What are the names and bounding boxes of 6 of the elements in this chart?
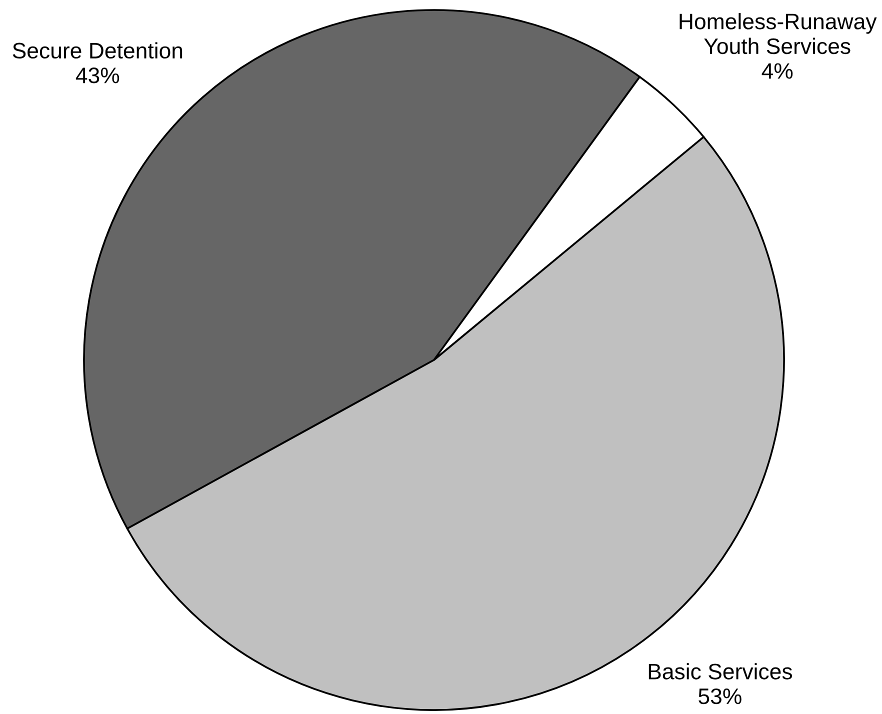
data-label: 53%	[698, 688, 742, 704]
data-label: 4%	[762, 63, 793, 79]
slice-label: Basic Services	[648, 663, 792, 680]
data-label: 43%	[76, 68, 120, 84]
slice-label: Homeless-Runaway Youth Services	[680, 13, 877, 54]
slice-label: Secure Detention	[12, 42, 182, 59]
